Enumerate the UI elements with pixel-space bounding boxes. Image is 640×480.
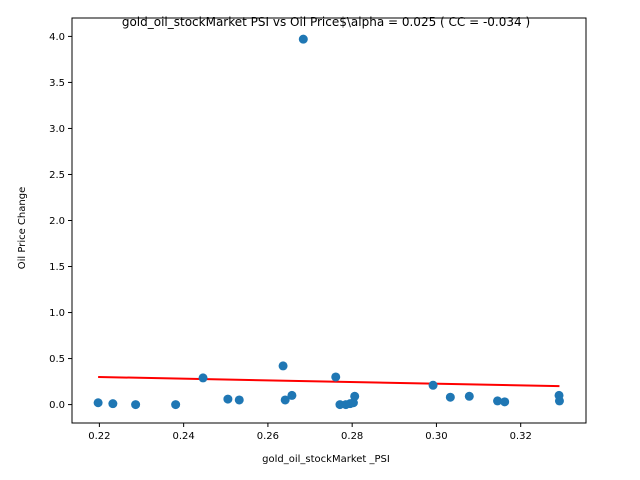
data-point	[234, 395, 244, 405]
y-tick-label: 2.5	[49, 170, 65, 181]
data-point	[223, 394, 233, 404]
y-tick-label: 1.5	[49, 262, 65, 273]
y-tick-label: 3.0	[49, 124, 65, 135]
y-axis-label: Oil Price Change	[17, 187, 28, 269]
plot-area: 0.22 0.24 0.26 0.28 0.30 0.32 0.0 0.5 1.0 1.5 2.0…	[49, 17, 587, 442]
data-point	[278, 361, 288, 371]
y-tick-label: 3.5	[49, 78, 65, 89]
data-point	[171, 400, 181, 410]
y-tick-label: 2.0	[49, 216, 65, 227]
data-point	[428, 380, 438, 390]
y-tick-label: 0.0	[49, 400, 65, 411]
y-axis: 0.0 0.5 1.0 1.5 2.0 2.5 3.0 3.5 4.0	[49, 32, 72, 411]
x-tick-label: 0.30	[425, 431, 447, 442]
data-point	[331, 372, 341, 382]
data-point	[500, 397, 510, 407]
x-tick-label: 0.32	[510, 431, 532, 442]
regression-line	[98, 375, 560, 388]
data-point	[131, 400, 141, 410]
x-axis: 0.22 0.24 0.26 0.28 0.30 0.32	[88, 423, 532, 442]
data-point	[464, 391, 474, 401]
data-point	[554, 396, 564, 406]
y-tick-label: 0.5	[49, 354, 65, 365]
data-point	[287, 390, 297, 400]
data-point	[198, 373, 208, 383]
x-tick-label: 0.28	[341, 431, 363, 442]
data-point	[280, 395, 290, 405]
data-point	[350, 391, 360, 401]
x-axis-label: gold_oil_stockMarket _PSI	[262, 454, 390, 465]
x-tick-label: 0.24	[173, 431, 195, 442]
data-points	[93, 34, 564, 410]
x-tick-label: 0.26	[257, 431, 279, 442]
data-point	[108, 399, 118, 409]
y-tick-label: 4.0	[49, 32, 65, 43]
data-point	[93, 398, 103, 408]
chart-title: gold_oil_stockMarket PSI vs Oil Price$\a…	[122, 15, 530, 29]
regression-line-group	[98, 375, 560, 388]
data-point	[298, 34, 308, 44]
y-tick-label: 1.0	[49, 308, 65, 319]
data-point	[445, 392, 455, 402]
data-point	[493, 396, 503, 406]
x-tick-label: 0.22	[88, 431, 110, 442]
